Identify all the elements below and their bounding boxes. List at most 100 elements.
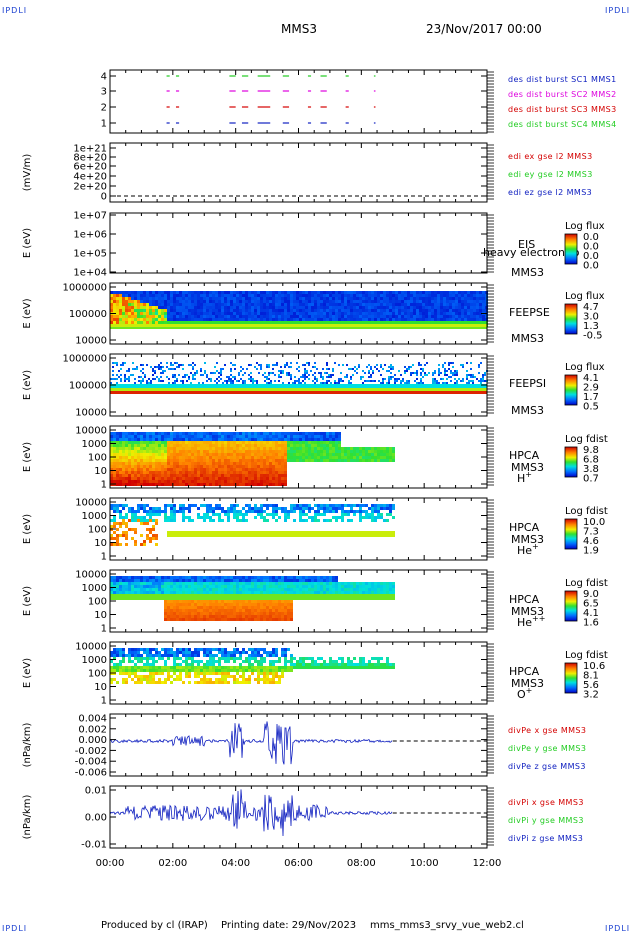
instrument-label: FEEPSE [509, 306, 550, 319]
colorbar-tick: -0.5 [583, 331, 603, 342]
ytick-label: 0.002 [78, 724, 107, 735]
ytick-label: 0.01 [85, 786, 107, 797]
panel-frame [109, 212, 488, 274]
ytick-label: -0.002 [75, 746, 107, 757]
spacecraft-label: MMS3 [511, 677, 544, 690]
colorbar-tick: 1.7 [583, 392, 599, 403]
colorbar-tick: 10.0 [583, 517, 605, 528]
panel-1: 4 3 2 1 des dist burst SC1 MMS1 des dist burs… [101, 69, 617, 134]
yaxis-label: E (eV) [22, 514, 33, 544]
spacecraft-label: MMS3 [511, 605, 544, 618]
yaxis-label: E (eV) [22, 442, 33, 472]
xtick-label: 08:00 [347, 858, 376, 869]
panel-frame [109, 713, 488, 777]
legend-item: divPi z gse MMS3 [508, 834, 583, 843]
colorbar [564, 590, 578, 622]
ytick-label: 10 [94, 682, 107, 693]
colorbar-title: Log fdist [565, 434, 608, 445]
species-label: O+ [517, 686, 532, 701]
xtick-label: 00:00 [96, 858, 125, 869]
heatmap-6 [110, 432, 395, 486]
ytick-label: 0.00 [85, 813, 107, 824]
species-label: He+ [517, 542, 539, 557]
colorbar-tick: 3.0 [583, 312, 599, 323]
corner-label-bottom-left: IPDLI [2, 924, 28, 933]
yaxis-label: (mV/m) [22, 154, 33, 192]
colorbar [564, 662, 578, 694]
colorbar-tick: 6.8 [583, 455, 599, 466]
colorbar-tick: 3.8 [583, 464, 599, 475]
ytick-label: 0.000 [78, 735, 107, 746]
legend-item: divPi y gse MMS3 [508, 816, 584, 825]
ytick-label: 6e+20 [73, 162, 107, 173]
ytick-label: 8e+20 [73, 153, 107, 164]
legend-item: des dist burst SC2 MMS2 [508, 90, 617, 99]
footer-producer: Produced by cl (IRAP) [101, 920, 208, 931]
spacecraft-label: MMS3 [511, 266, 544, 279]
heatmap-4 [110, 291, 488, 329]
colorbar-title: Log fdist [565, 506, 608, 517]
colorbar [564, 374, 578, 406]
ytick-label: 1e+04 [73, 268, 107, 279]
corner-label-bottom-right: IPDLI [605, 924, 630, 933]
legend-item: edi ey gse l2 MMS3 [508, 170, 593, 179]
ytick-label: 10000 [75, 408, 107, 419]
panel-4: 1000000 100000 10000 E (eV) FEEPSE MMS3 Log fl… [22, 282, 605, 347]
heatmap-8 [110, 576, 395, 621]
yaxis-label: (nPa/km) [22, 795, 33, 840]
xtick-label: 02:00 [158, 858, 187, 869]
legend-item: des dist burst SC4 MMS4 [508, 120, 617, 129]
ytick-label: -0.004 [75, 757, 107, 768]
colorbar-tick: 5.6 [583, 680, 599, 691]
colorbar-tick: 4.7 [583, 302, 599, 313]
ytick-label: 100 [88, 453, 107, 464]
yaxis-label: E (eV) [22, 228, 33, 258]
yaxis-label: (nPa/km) [22, 723, 33, 768]
colorbar-tick: 4.6 [583, 536, 599, 547]
spacecraft-label: MMS3 [511, 404, 544, 417]
series-line [109, 789, 393, 837]
ytick-label: 1 [101, 624, 107, 635]
ytick-label: 10000 [75, 498, 107, 509]
colorbar-tick: 0.7 [583, 474, 599, 485]
colorbar-tick: 0.0 [583, 242, 599, 253]
ytick-label: 1 [101, 119, 107, 130]
overlay-label: heavy electron to [483, 246, 580, 259]
colorbar-tick: 1.6 [583, 618, 599, 629]
instrument-label: HPCA [509, 521, 540, 534]
ytick-label: 1000000 [62, 354, 107, 365]
ytick-label: 10 [94, 610, 107, 621]
ytick-label: 10 [94, 538, 107, 549]
ytick-label: 10 [94, 466, 107, 477]
colorbar-title: Log flux [565, 221, 605, 232]
colorbar-tick: 2.9 [583, 383, 599, 394]
ytick-label: 1000 [82, 655, 107, 666]
instrument-label: FEEPSI [509, 377, 546, 390]
yaxis-label: E (eV) [22, 586, 33, 616]
ytick-label: 1000 [82, 511, 107, 522]
spacecraft-title: MMS3 [281, 22, 317, 36]
legend-item: edi ez gse l2 MMS3 [508, 188, 592, 197]
colorbar-tick: 1.3 [583, 321, 599, 332]
panel-frame [109, 142, 488, 203]
colorbar-title: Log fdist [565, 578, 608, 589]
legend-item: des dist burst SC1 MMS1 [508, 75, 617, 84]
corner-label-top-right: IPDLI [605, 6, 630, 15]
legend-item: des dist burst SC3 MMS3 [508, 105, 617, 114]
ytick-label: 100 [88, 669, 107, 680]
xtick-label: 12:00 [473, 858, 502, 869]
colorbar [564, 518, 578, 550]
ytick-label: 1 [101, 552, 107, 563]
ytick-label: 3 [101, 87, 107, 98]
xtick-label: 04:00 [221, 858, 250, 869]
panel-5: 1000000 100000 10000 E (eV) FEEPSI MMS3 Log fl… [22, 353, 605, 419]
series-line [109, 721, 393, 765]
yaxis-label: E (eV) [22, 298, 33, 328]
footer-printing-date: Printing date: 29/Nov/2023 [221, 920, 357, 931]
colorbar-tick: 0.5 [583, 402, 599, 413]
ytick-label: 10000 [75, 570, 107, 581]
colorbar-title: Log flux [565, 362, 605, 373]
